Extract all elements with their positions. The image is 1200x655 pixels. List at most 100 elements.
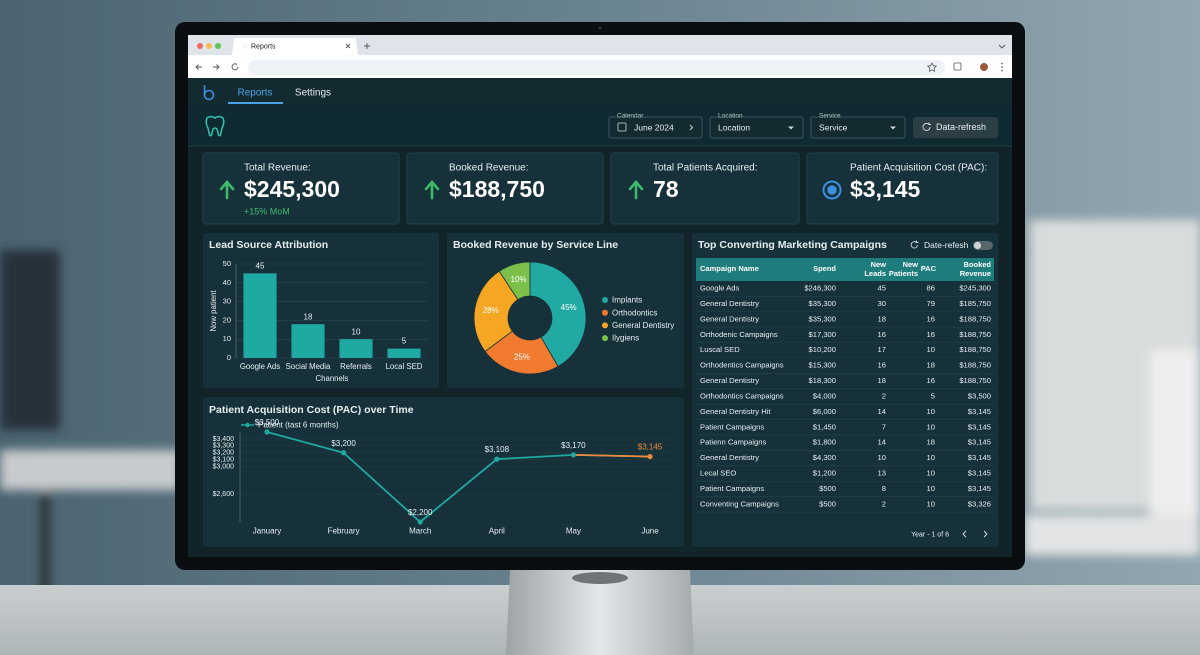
x-tick-label: April	[489, 527, 505, 536]
profile-avatar[interactable]	[980, 63, 988, 71]
kpi-card	[202, 152, 400, 225]
table-cell: 16	[878, 330, 886, 339]
legend-marker	[245, 422, 250, 428]
refresh-label[interactable]: Data-refresh	[936, 122, 986, 132]
panel	[203, 397, 684, 547]
table-cell: Orthodenic Campaigns	[700, 330, 778, 339]
filter-box[interactable]	[810, 116, 906, 139]
trend-up-icon	[628, 180, 644, 200]
point	[647, 453, 653, 460]
table-cell: $246,300	[804, 284, 836, 293]
legend-label: Ilygiens	[612, 334, 639, 343]
table-cell: 30	[878, 299, 886, 308]
slice-label: 28%	[483, 306, 499, 315]
column-header[interactable]: Campaign Name	[700, 264, 759, 274]
x-tick-label: Local SED	[386, 362, 423, 371]
nav-tab[interactable]: Reports	[237, 88, 272, 99]
column-header[interactable]: PAC	[920, 264, 936, 274]
forward-button[interactable]	[213, 64, 220, 70]
column-header-box: Booked Revenue	[959, 260, 991, 278]
window-zoom[interactable]	[215, 43, 221, 49]
value-label: $2,200	[408, 508, 433, 517]
column-header[interactable]: New Patients	[888, 260, 918, 278]
point	[417, 519, 423, 525]
window-minimize[interactable]	[206, 43, 212, 49]
filter-box[interactable]	[608, 116, 703, 139]
pac-icon-dot	[827, 185, 837, 195]
table-cell: 86	[927, 284, 935, 293]
table-cell: 18	[878, 314, 886, 323]
table-cell: $188,750	[959, 330, 991, 339]
value-label: $3,200	[331, 439, 356, 448]
table-cell: $3,145	[968, 438, 991, 447]
new-tab[interactable]	[364, 43, 370, 49]
table-cell: Conventing Campaigns	[700, 499, 779, 508]
value-label: 5	[402, 337, 407, 346]
pie-slice	[473, 270, 519, 353]
table-cell: Patient Campaigns	[700, 484, 764, 493]
kpi-card	[610, 152, 800, 225]
x-tick-label: Social Media	[286, 362, 331, 371]
table-cell: $185,750	[959, 299, 991, 308]
column-header-box: PAC	[920, 264, 936, 274]
tab-menu[interactable]	[998, 44, 1006, 49]
x-axis-label: Channels	[316, 374, 349, 383]
table-cell: $4,300	[813, 453, 836, 462]
back-button[interactable]	[195, 64, 202, 70]
bookmark-icon[interactable]	[926, 62, 938, 72]
kpi-label: Patient Acquisition Cost (PAC):	[850, 163, 987, 174]
filter-box[interactable]	[709, 116, 804, 139]
table-cell: $6,000	[813, 407, 836, 416]
kpi-label: Booked Revenue:	[449, 163, 529, 174]
kpi-value: 78	[653, 176, 679, 202]
table-cell: General Dentistry Hit	[700, 407, 771, 416]
kpi-row: Total Revenue: $245,300 +15% MoM Booked Rev…	[202, 152, 999, 225]
table-cell: $3,145	[968, 469, 991, 478]
prev-page[interactable]	[962, 530, 967, 538]
app-nav	[188, 78, 1012, 105]
legend-swatch	[602, 297, 608, 303]
pagination: Year - 1 of 6	[911, 531, 949, 538]
tab-close[interactable]	[345, 43, 351, 49]
table-cell: 14	[878, 407, 886, 416]
table-cell: Google Ads	[700, 284, 739, 293]
y-tick-label: 50	[223, 259, 231, 268]
table-cell: $18,300	[809, 376, 836, 385]
column-header-box: Spend	[813, 264, 836, 274]
column-header[interactable]: New Leads	[864, 260, 886, 278]
table-cell: Luscal SED	[700, 345, 740, 354]
point	[264, 429, 270, 435]
table-cell: 45	[878, 284, 886, 293]
table-cell: 10	[878, 453, 886, 462]
dropdown-arrow	[890, 126, 896, 130]
table-cell: 8	[882, 484, 886, 493]
window-close[interactable]	[197, 43, 203, 49]
kpi-value: $188,750	[449, 176, 545, 202]
nav-tab-underline	[228, 102, 283, 104]
reload-button[interactable]	[231, 63, 239, 71]
table-cell: 16	[927, 330, 935, 339]
table-cell: 16	[878, 361, 886, 370]
refresh-button[interactable]	[913, 117, 998, 138]
y-tick-label: 30	[223, 297, 231, 306]
column-header[interactable]: Booked Revenue	[959, 260, 991, 278]
legend-label: Implants	[612, 296, 642, 305]
pie-slice	[484, 330, 559, 375]
table-cell: $245,300	[959, 284, 991, 293]
table-cell: 10	[927, 499, 935, 508]
pie-slice	[498, 261, 531, 301]
next-page[interactable]	[983, 530, 988, 538]
extensions-icon[interactable]	[953, 62, 962, 71]
toggle-icon	[910, 240, 919, 249]
column-header[interactable]: Spend	[813, 264, 836, 274]
point	[570, 452, 577, 458]
browser-tab[interactable]	[232, 38, 358, 55]
table-cell: 13	[878, 469, 886, 478]
table-cell: $17,300	[809, 330, 836, 339]
address-bar[interactable]	[248, 60, 945, 75]
nav-tab[interactable]: Settings	[295, 88, 331, 99]
slice-label: 45%	[561, 303, 577, 312]
pie-slice	[529, 261, 587, 368]
